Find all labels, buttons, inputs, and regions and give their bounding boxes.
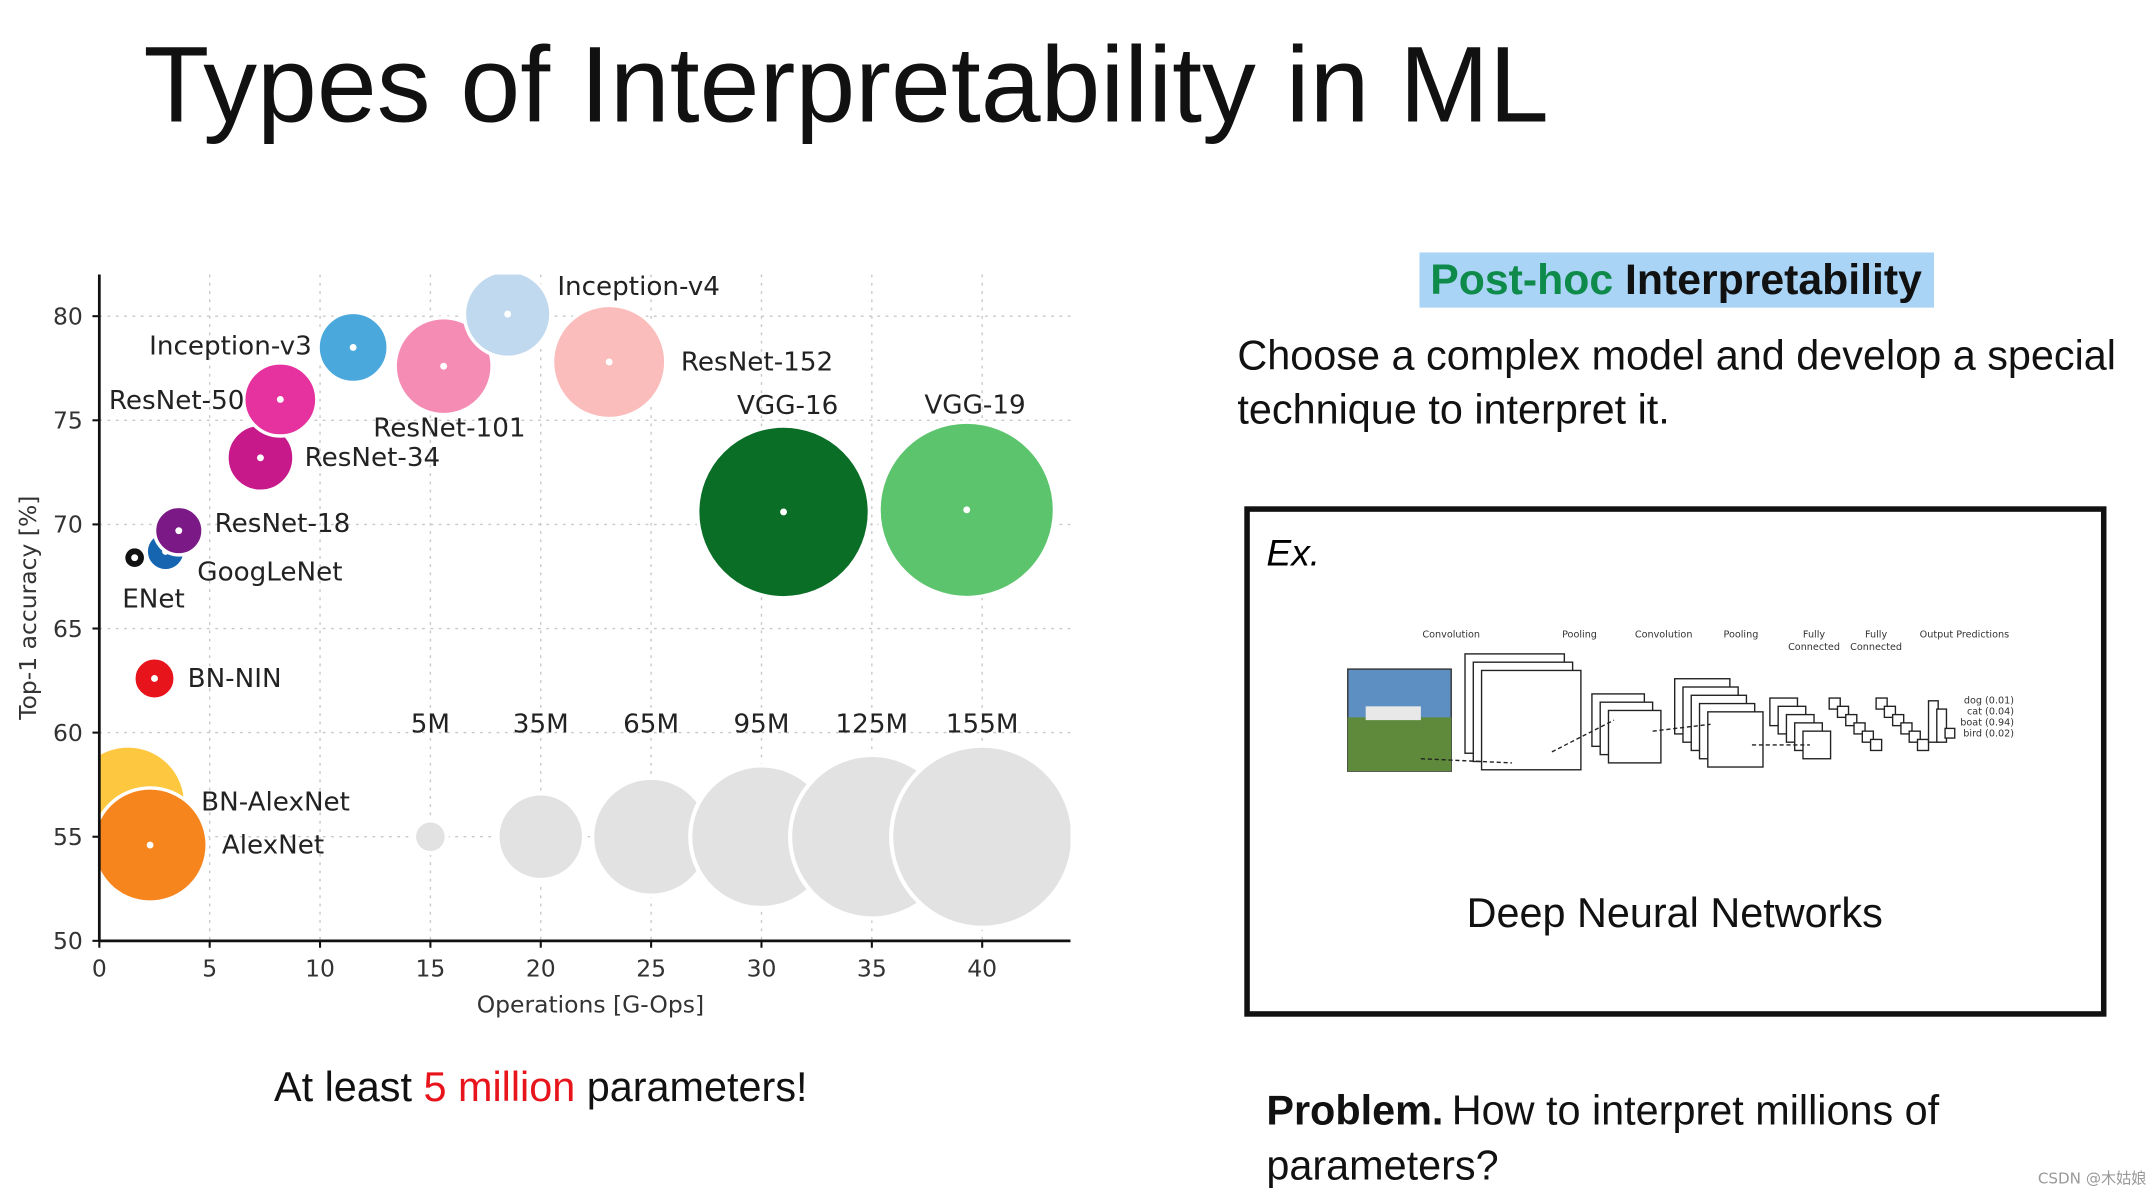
caption-highlight: 5 million (423, 1064, 575, 1110)
bubble-center (256, 454, 264, 462)
size-legend-label: 125M (836, 710, 909, 740)
bubble-center (349, 343, 357, 351)
x-tick-label: 20 (526, 955, 556, 983)
bubble-center (605, 358, 613, 366)
layer-label: Pooling (1562, 629, 1597, 640)
size-legend-label: 65M (623, 710, 679, 740)
y-tick-label: 70 (53, 511, 83, 539)
size-legend-bubble (411, 818, 449, 856)
y-tick-label: 60 (53, 719, 83, 747)
problem-line: parameters? (1266, 1142, 1498, 1188)
x-axis-title: Operations [G-Ops] (477, 991, 704, 1019)
y-tick-label: 65 (53, 615, 83, 643)
bubble-label: ENet (122, 584, 185, 614)
layer-label: Connected (1788, 642, 1840, 653)
chart-caption: At least 5 million parameters! (274, 1064, 808, 1110)
bubble-label: ResNet-34 (305, 443, 441, 473)
example-caption: Deep Neural Networks (1467, 890, 1883, 936)
prediction-label: bird (0.02) (1963, 729, 2014, 740)
heading-highlight (1419, 252, 1935, 308)
bubble-label: VGG-16 (737, 391, 838, 421)
prediction-label: dog (0.01) (1964, 696, 2014, 707)
layer-label: Fully (1865, 629, 1887, 640)
x-tick-label: 35 (857, 955, 887, 983)
bubble-center (963, 506, 971, 514)
x-tick-label: 0 (92, 955, 107, 983)
bubble-label: VGG-19 (924, 390, 1025, 420)
watermark: CSDN @木姑娘 (2038, 1170, 2147, 1188)
size-legend-label: 155M (946, 710, 1019, 740)
y-tick-label: 55 (53, 823, 83, 851)
bubble-center (175, 527, 183, 535)
bubble-label: AlexNet (222, 830, 324, 860)
layer-label: Fully (1803, 629, 1825, 640)
y-tick-label: 75 (53, 407, 83, 435)
bubble-center (146, 841, 154, 849)
bubble-center (131, 554, 139, 562)
bubble-label: Inception-v4 (557, 272, 720, 302)
x-tick-label: 25 (636, 955, 666, 983)
bubble-center (440, 362, 448, 370)
x-tick-label: 15 (415, 955, 445, 983)
size-legend-bubble (889, 743, 1071, 930)
y-axis-title: Top-1 accuracy [%] (14, 496, 42, 721)
x-tick-label: 40 (967, 955, 997, 983)
bubble-chart: 0 5 10 15 20 25 30 35 40 50 55 60 65 70 75 80 Operations… (14, 272, 1071, 1019)
bubble-label: BN-NIN (188, 664, 282, 694)
description-line: technique to interpret it. (1237, 387, 1669, 433)
layer-label: Pooling (1723, 629, 1758, 640)
bubble-label: GoogLeNet (197, 557, 342, 587)
bubble-label: ResNet-101 (373, 414, 525, 444)
x-tick-label: 5 (202, 955, 217, 983)
example-box (1244, 506, 2107, 1017)
bubble-label: Inception-v3 (149, 331, 312, 361)
x-tick-label: 10 (305, 955, 335, 983)
heading-first: Post-hoc (1430, 256, 1613, 304)
size-legend-bubble (495, 791, 587, 883)
bubble-label: ResNet-18 (215, 509, 351, 539)
problem-bold: Problem. (1266, 1087, 1443, 1133)
slide-title: Types of Interpretability in ML (143, 24, 1548, 144)
y-tick-label: 80 (53, 302, 83, 330)
caption-text: At least (274, 1064, 423, 1110)
bubble-center (504, 310, 512, 318)
example-label: Ex. (1266, 532, 1320, 574)
size-legend-label: 5M (411, 710, 450, 740)
layer-label: Output Predictions (1920, 629, 2009, 640)
layer-label: Connected (1850, 642, 1902, 653)
bubble-label: ResNet-50 (109, 386, 245, 416)
bubble-center (780, 508, 787, 516)
bubble-label: BN-AlexNet (201, 787, 350, 817)
bubble-center (151, 675, 158, 682)
x-tick-label: 30 (747, 955, 777, 983)
caption-text: parameters! (575, 1064, 807, 1110)
problem: Problem. How to interpret millions of (1266, 1087, 1939, 1133)
bubble-label: ResNet-152 (681, 347, 833, 377)
heading-second: Interpretability (1613, 256, 1922, 304)
bubble-center (276, 396, 284, 403)
layer-label: Convolution (1422, 629, 1480, 640)
layer-label: Convolution (1635, 629, 1693, 640)
cnn-diagram (1347, 653, 1956, 772)
prediction-label: cat (0.04) (1967, 707, 2014, 718)
problem-line: How to interpret millions of (1452, 1087, 1940, 1133)
description-line: Choose a complex model and develop a spe… (1237, 333, 2116, 379)
plot-area (99, 274, 1071, 930)
prediction-label: boat (0.94) (1960, 718, 2014, 729)
size-legend-label: 35M (513, 710, 569, 740)
heading: Post-hoc Interpretability (1430, 256, 1922, 304)
y-tick-label: 50 (53, 927, 83, 955)
size-legend-label: 95M (734, 710, 790, 740)
